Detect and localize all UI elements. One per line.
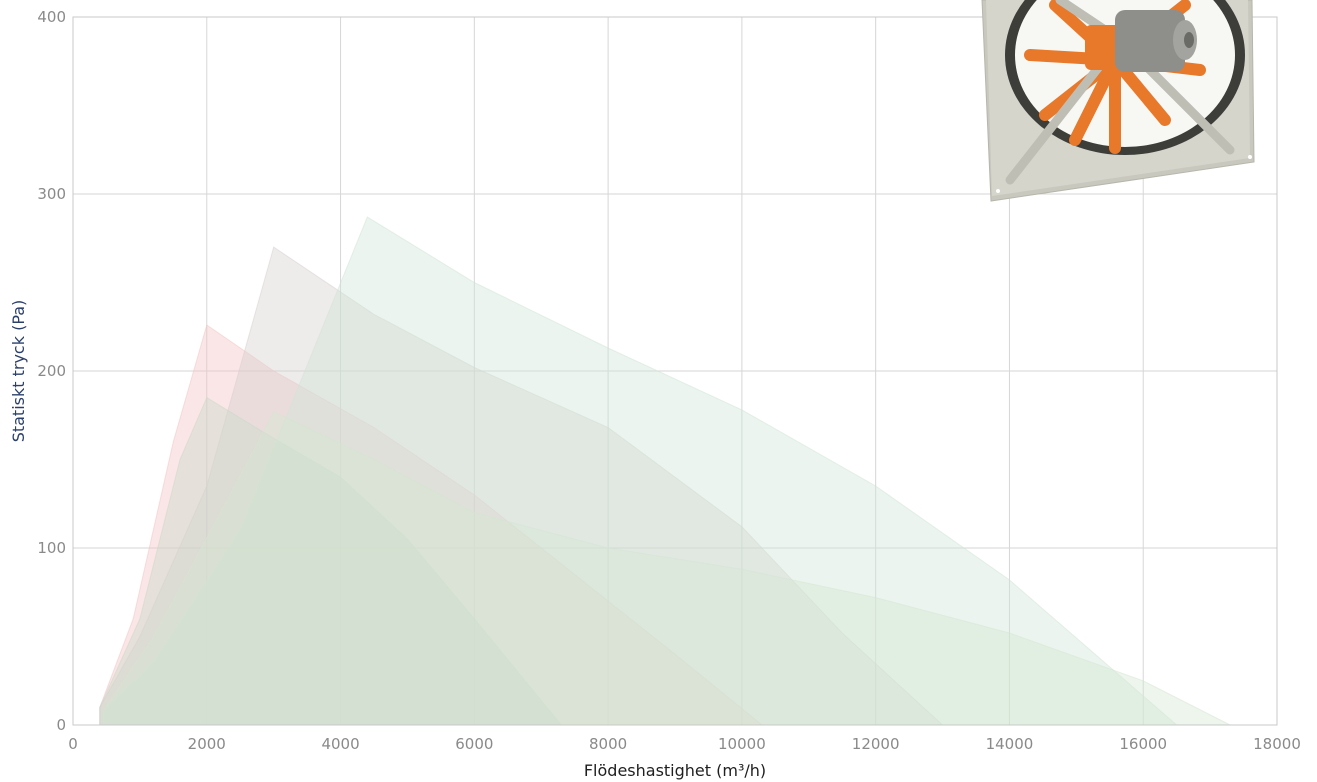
x-tick-label: 8000 [589,735,627,753]
x-tick-label: 6000 [455,735,493,753]
x-tick-label: 10000 [718,735,766,753]
y-tick-label: 0 [56,716,66,734]
x-tick-label: 2000 [188,735,226,753]
y-tick-label: 400 [37,8,66,26]
fan-bolt-icon [1248,155,1252,159]
fan-bolt-icon [996,189,1000,193]
x-axis-title: Flödeshastighet (m³/h) [584,761,766,780]
y-tick-label: 100 [37,539,66,557]
axial-fan-image [981,0,1255,202]
y-axis-ticks: 0 100 200 300 400 [37,8,66,734]
x-tick-label: 0 [68,735,78,753]
fan-curve-area-5 [102,411,1231,726]
y-tick-label: 300 [37,185,66,203]
series-areas [99,216,1231,726]
x-axis-ticks: 0 2000 4000 6000 8000 10000 12000 14000 16000 180… [68,735,1301,753]
x-tick-label: 16000 [1119,735,1167,753]
y-axis-title: Statiskt tryck (Pa) [9,300,28,443]
x-tick-label: 12000 [852,735,900,753]
y-tick-label: 200 [37,362,66,380]
x-tick-label: 18000 [1253,735,1301,753]
plot-frame [72,16,1278,726]
x-tick-label: 4000 [321,735,359,753]
x-tick-label: 14000 [986,735,1034,753]
